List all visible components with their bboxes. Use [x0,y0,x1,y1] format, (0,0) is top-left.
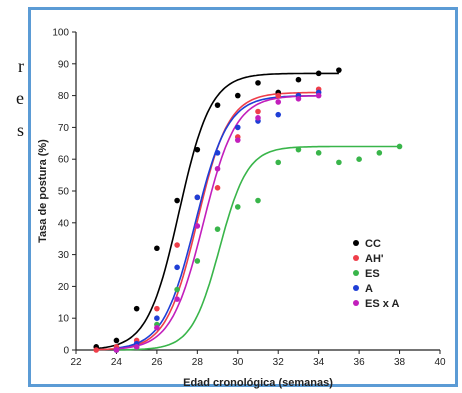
ticks-group: 22 24 26 28 30 32 34 36 38 40 0 10 20 30 40 50 60 70 80 90 1… [52,28,446,369]
data-point [113,347,120,353]
y-tick-label: 20 [58,282,70,293]
data-point [275,99,282,105]
data-point [356,156,362,162]
data-point [194,194,201,201]
x-tick-label: 28 [192,357,204,368]
data-point [315,70,322,77]
data-point [315,150,322,156]
legend-label: ES [365,268,380,280]
fit-curve-2 [116,145,400,351]
fit-curve-3 [116,94,319,349]
y-tick-label: 0 [63,346,69,357]
x-tick-label: 22 [70,357,82,368]
y-tick-label: 60 [58,155,70,166]
legend-marker [353,300,359,306]
data-point [295,95,302,102]
data-point [214,102,221,108]
data-points-group [93,67,403,353]
legend: CC AH' ES A ES x A [353,238,399,310]
fit-curve-0 [96,72,339,350]
data-point [194,258,201,264]
x-axis-label: Edad cronológica (semanas) [183,377,333,389]
y-tick-label: 100 [52,28,69,39]
data-point [174,242,180,248]
legend-marker [353,285,359,291]
data-point [295,146,302,153]
y-tick-label: 30 [58,250,70,261]
data-point [214,165,221,172]
data-point [194,146,201,153]
data-point [133,344,140,350]
data-point [154,305,160,312]
data-point [154,324,160,331]
side-fragment-3: s [16,120,24,140]
data-point [396,143,403,150]
data-point [214,185,221,191]
data-point [214,226,221,232]
data-point [376,150,383,156]
data-point [295,76,302,83]
legend-label: ES x A [365,298,399,310]
legend-marker [353,240,359,246]
fit-curve-4 [116,95,319,350]
data-point [154,315,160,322]
legend-marker [353,270,359,276]
data-point [93,347,100,353]
data-point [255,197,261,204]
data-point [174,264,180,271]
side-fragment-1: r [18,56,24,76]
legend-label: AH' [365,253,384,265]
y-tick-label: 10 [58,314,70,325]
data-point [174,197,180,204]
x-tick-label: 30 [232,357,244,368]
x-tick-label: 32 [273,357,285,368]
data-point [133,305,140,312]
data-point [255,108,261,115]
legend-marker [353,255,359,261]
x-tick-label: 38 [394,357,406,368]
data-point [336,159,342,166]
x-tick-label: 40 [434,357,446,368]
y-tick-label: 50 [58,187,70,198]
data-point [234,137,241,143]
legend-label: A [365,283,373,295]
y-tick-label: 80 [58,91,70,102]
data-point [315,92,322,99]
data-point [234,92,241,99]
x-tick-label: 34 [313,357,325,368]
data-point [154,245,160,252]
fit-curve-1 [96,91,319,351]
fit-curves-group [96,72,400,351]
data-point [113,337,120,344]
y-tick-label: 90 [58,59,70,70]
side-fragment-2: e [16,88,24,108]
data-point [234,204,241,210]
data-point [275,111,282,118]
y-axis-label: Tasa de postura (%) [37,139,49,243]
side-text-fragments: r e s [0,0,28,393]
data-point [255,115,261,121]
data-point [275,159,282,166]
x-tick-label: 26 [151,357,163,368]
x-tick-label: 24 [111,357,123,368]
data-point [194,223,201,229]
data-point [174,296,180,302]
data-point [214,150,221,156]
data-point [234,124,241,131]
data-point [174,286,180,293]
y-tick-label: 40 [58,218,70,229]
x-tick-label: 36 [354,357,366,368]
legend-label: CC [365,238,381,250]
data-point [336,67,342,73]
data-point [255,80,261,86]
y-tick-label: 70 [58,123,70,134]
data-point [275,92,282,99]
chart-frame [28,7,458,387]
